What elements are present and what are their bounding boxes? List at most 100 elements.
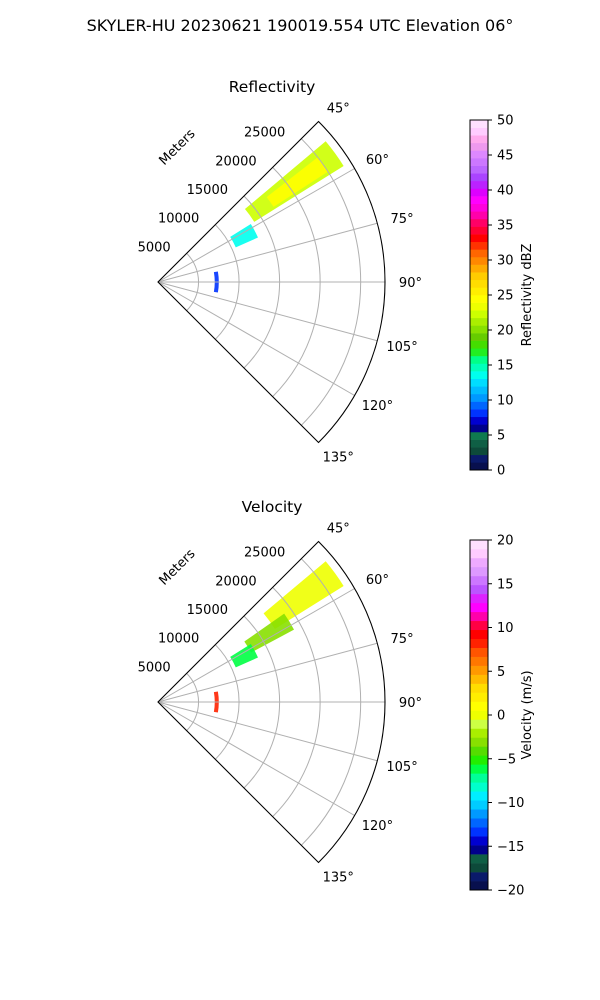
grid-spoke: [157, 222, 378, 283]
colorbar-segment: [470, 575, 488, 586]
colorbar-segment: [470, 158, 488, 166]
colorbar-segment: [470, 764, 488, 774]
colorbar-segment: [470, 378, 488, 387]
colorbar-segment: [470, 540, 488, 550]
colorbar-segment: [470, 142, 488, 151]
colorbar-segment: [470, 317, 488, 326]
angle-tick-label: 60°: [366, 153, 389, 168]
radial-axis-label: Meters: [157, 126, 199, 168]
colorbar-segment: [470, 773, 488, 783]
colorbar-segment: [470, 424, 488, 433]
colorbar-segment: [470, 836, 488, 846]
colorbar-segment: [470, 809, 488, 819]
angle-tick-label: 75°: [391, 212, 414, 227]
colorbar-segment: [470, 557, 488, 568]
colorbar-label: Velocity (m/s): [520, 670, 535, 759]
colorbar-segment: [470, 566, 488, 577]
colorbar-tick-label: 0: [497, 464, 505, 479]
angle-tick-label: 45°: [327, 102, 350, 117]
panel-title: Reflectivity: [229, 78, 316, 96]
colorbar-tick-label: 10: [497, 621, 514, 636]
radial-tick-label: 5000: [138, 240, 171, 255]
grid-spoke: [157, 281, 355, 396]
grid-spoke: [157, 168, 355, 283]
chart-panel-velocity: Velocity 45° 60° 75° 90° 105° 120° 135° 5000 1000…: [138, 498, 535, 899]
colorbar-segment: [470, 791, 488, 801]
polar-frame: [157, 120, 386, 444]
colorbar-segment: [470, 674, 488, 684]
colorbar-label: Reflectivity dBZ: [520, 244, 535, 347]
colorbar-tick-label: 10: [497, 394, 514, 409]
radial-tick-label: 15000: [187, 183, 228, 198]
colorbar-segment: [470, 818, 488, 828]
colorbar-segment: [470, 827, 488, 837]
colorbar-segment: [470, 620, 488, 631]
colorbar-tick-label: 15: [497, 577, 514, 592]
angle-tick-label: 90°: [399, 276, 422, 291]
colorbar-segment: [470, 256, 488, 265]
colorbar-segment: [470, 196, 488, 204]
radial-tick-label: 25000: [244, 126, 285, 141]
colorbar-segment: [470, 340, 488, 349]
radial-tick-label: 20000: [215, 154, 256, 169]
colorbar-segment: [470, 173, 488, 182]
colorbar-segment: [470, 333, 488, 341]
angle-tick-label: 45°: [327, 522, 350, 537]
radial-tick-label: 10000: [158, 212, 199, 227]
colorbar-segment: [470, 782, 488, 792]
colorbar: 0 5 10 15 20 25 30 35 40 45 50 Reflectivity dBZ: [469, 114, 535, 479]
grid-spoke: [157, 281, 378, 342]
colorbar-tick-label: −10: [497, 796, 524, 811]
radial-tick-label: 10000: [158, 632, 199, 647]
angle-tick-label: 90°: [399, 696, 422, 711]
colorbar-tick-label: 20: [497, 324, 514, 339]
angle-tick-label: 105°: [386, 760, 417, 775]
angle-tick-label: 60°: [366, 573, 389, 588]
colorbar-segment: [470, 416, 488, 425]
colorbar-segment: [470, 710, 488, 720]
colorbar-segment: [470, 302, 488, 311]
colorbar: −20 −15 −10 −5 0 5 10 15 20 Velocity (m/s): [469, 534, 535, 899]
colorbar-segment: [470, 234, 488, 243]
colorbar-tick-label: 40: [497, 184, 514, 199]
panel-title: Velocity: [242, 498, 303, 516]
colorbar-segment: [470, 611, 488, 622]
grid-spoke: [157, 588, 355, 703]
colorbar-segment: [470, 135, 488, 144]
colorbar-segment: [470, 746, 488, 756]
colorbar-segment: [470, 656, 488, 666]
colorbar-segment: [470, 363, 488, 372]
colorbar-segment: [470, 854, 488, 864]
colorbar-segment: [470, 863, 488, 873]
colorbar-tick-label: 35: [497, 219, 514, 234]
colorbar-tick-label: 45: [497, 149, 514, 164]
data-region: [263, 561, 344, 629]
colorbar-segment: [470, 755, 488, 765]
colorbar-segment: [470, 386, 488, 395]
radial-tick-label: 5000: [138, 660, 171, 675]
colorbar-segment: [470, 371, 488, 379]
colorbar-tick-label: −15: [497, 840, 524, 855]
colorbar-segment: [470, 737, 488, 747]
colorbar-segment: [470, 150, 488, 159]
colorbar-segment: [470, 548, 488, 559]
colorbar-segment: [470, 719, 488, 729]
colorbar-segment: [470, 188, 488, 197]
colorbar-segment: [470, 249, 488, 258]
colorbar-segment: [470, 881, 488, 891]
angle-tick-label: 120°: [362, 399, 393, 414]
colorbar-segment: [470, 127, 488, 136]
colorbar-segment: [470, 348, 488, 357]
colorbar-segment: [470, 872, 488, 882]
colorbar-segment: [470, 602, 488, 613]
colorbar-segment: [470, 462, 488, 471]
radial-tick-label: 25000: [244, 546, 285, 561]
grid-spoke: [157, 701, 355, 816]
polar-frame: [157, 540, 386, 864]
colorbar-segment: [470, 325, 488, 334]
colorbar-segment: [470, 120, 488, 128]
colorbar-segment: [470, 638, 488, 648]
colorbar-segment: [470, 180, 488, 189]
radial-tick-label: 15000: [187, 603, 228, 618]
